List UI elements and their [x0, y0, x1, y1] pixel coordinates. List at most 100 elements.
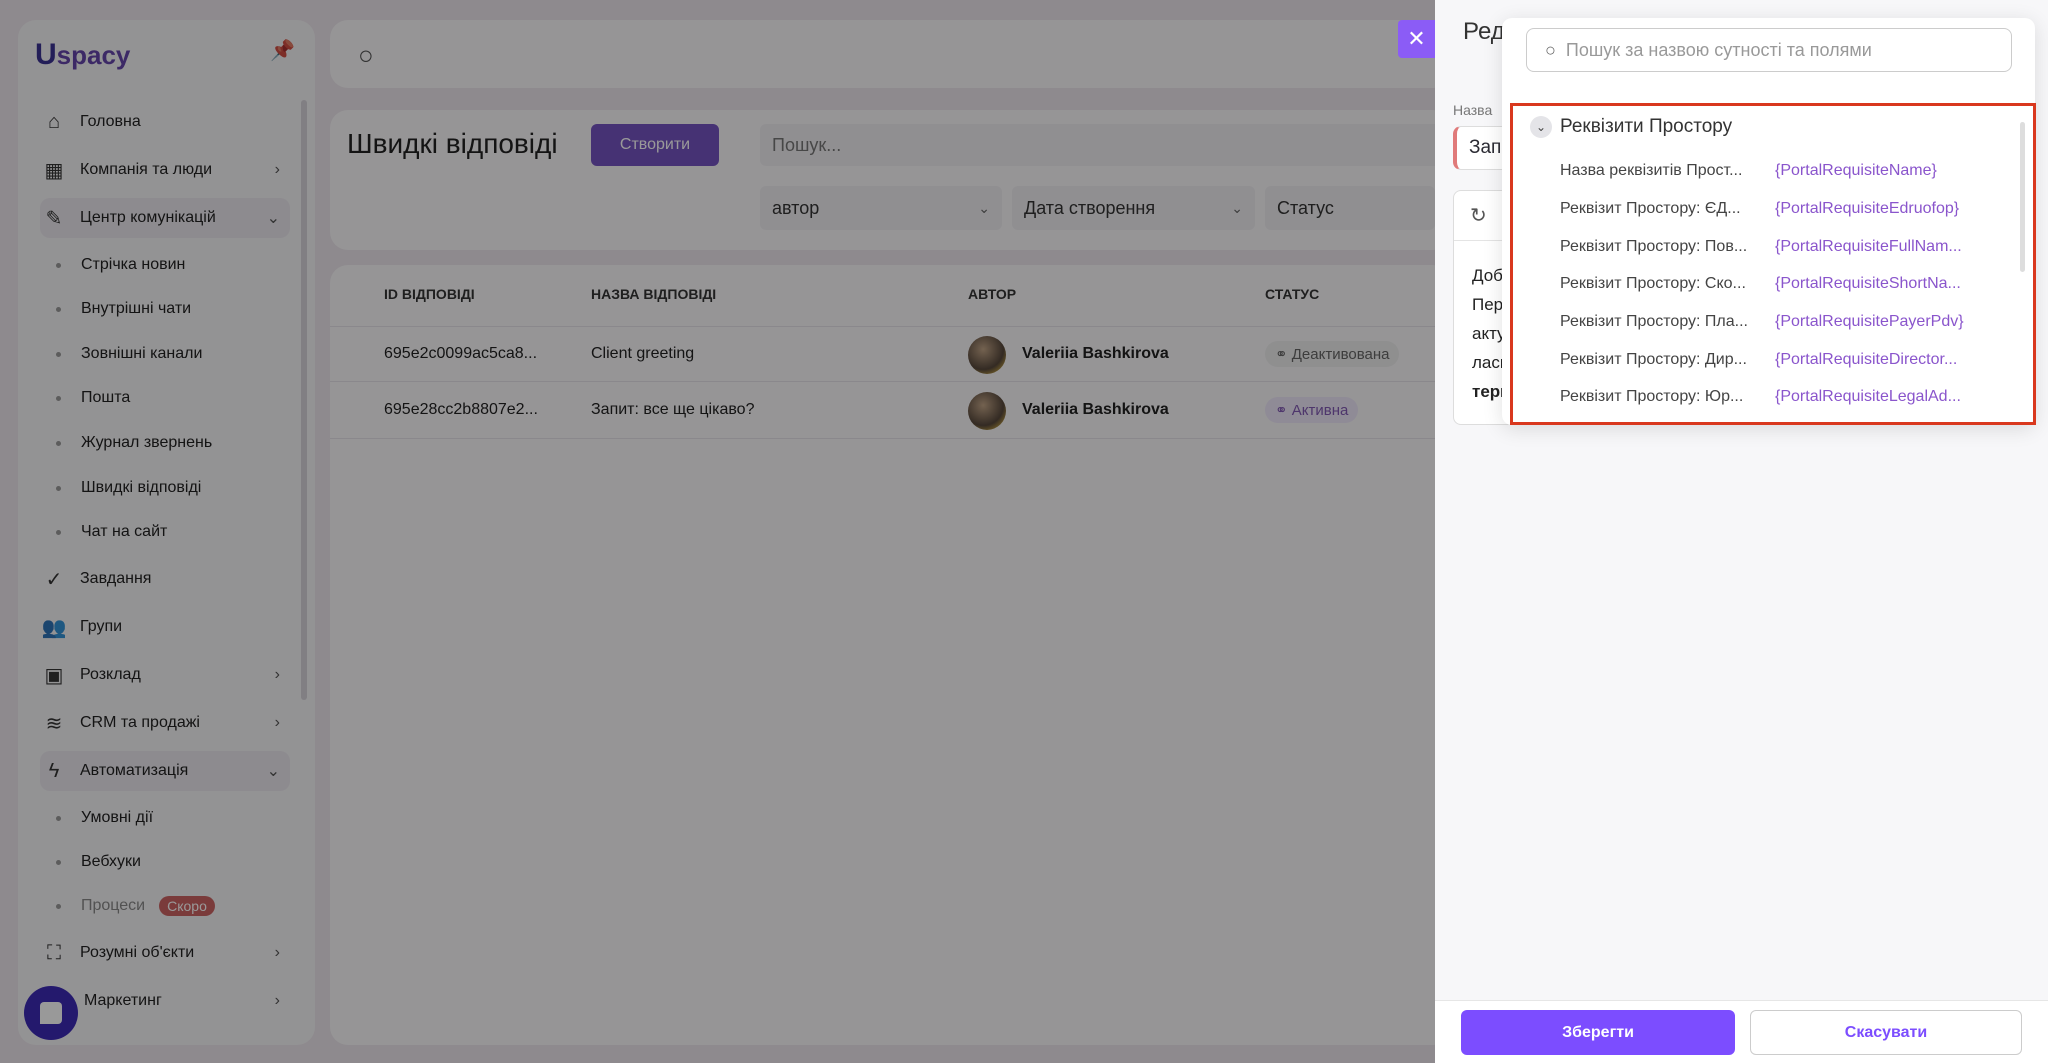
col-author[interactable]: АВТОР — [968, 286, 1017, 302]
global-search-icon[interactable]: ○ — [358, 40, 374, 70]
bullet — [56, 440, 61, 446]
date-filter[interactable]: Дата створення ⌄ — [1012, 186, 1255, 230]
support-chat-button[interactable] — [24, 986, 78, 1040]
pin-icon[interactable]: 📌 — [270, 40, 295, 62]
soon-badge: Скоро — [159, 896, 215, 916]
search-icon: ○ — [1545, 39, 1556, 60]
sidebar-item-groups[interactable]: 👥 Групи — [40, 607, 290, 647]
status-text: Активна — [1291, 402, 1349, 419]
popover-scrollbar[interactable] — [2020, 122, 2025, 272]
label: Внутрішні чати — [81, 300, 192, 317]
bullet — [56, 815, 61, 821]
label: Зовнішні канали — [81, 345, 203, 362]
item-var: {PortalRequisiteName} — [1775, 162, 1937, 179]
sidebar-item-home[interactable]: ⌂ Головна — [40, 102, 290, 142]
sidebar-item-webhooks[interactable]: Вебхуки — [56, 842, 306, 882]
sidebar-item-automation[interactable]: ϟ Автоматизація ⌄ — [40, 751, 290, 791]
sidebar-item-site-chat[interactable]: Чат на сайт — [56, 512, 306, 552]
sidebar-item-crm[interactable]: ≋ CRM та продажі › — [40, 703, 290, 743]
sidebar-item-company[interactable]: ▦ Компанія та люди › — [40, 150, 290, 190]
sidebar-item-news[interactable]: Стрічка новин — [56, 245, 306, 285]
sidebar-item-quick-replies[interactable]: Швидкі відповіді — [56, 468, 306, 508]
save-button[interactable]: Зберегти — [1461, 1010, 1735, 1055]
label: CRM та продажі — [80, 714, 200, 731]
cell-author: Valeriia Bashkirova — [1022, 401, 1169, 418]
line: ласк — [1472, 353, 1508, 372]
col-id[interactable]: ID ВІДПОВІДІ — [384, 286, 475, 302]
bullet — [56, 262, 61, 268]
variable-item[interactable]: Реквізит Простору: Ско... {PortalRequisit… — [1560, 269, 2020, 299]
status-filter[interactable]: Статус — [1265, 186, 1435, 230]
item-name: Реквізит Простору: Юр... — [1560, 388, 1744, 405]
label: Автоматизація — [80, 762, 189, 779]
label: Дата створення — [1024, 197, 1156, 218]
dimmed-background-page[interactable]: Uspacy 📌 ⌂ Головна ▦ Компанія та люди › ✎ Це… — [0, 0, 1435, 1063]
line: Пер — [1472, 295, 1504, 314]
author-filter[interactable]: автор ⌄ — [760, 186, 1002, 230]
sidebar-item-tasks[interactable]: ✓ Завдання — [40, 559, 290, 599]
variables-search-input[interactable]: ○ Пошук за назвою сутності та полями — [1526, 28, 2012, 72]
variable-item[interactable]: Реквізит Простору: ЄД... {PortalRequisite… — [1560, 194, 2020, 224]
sidebar-item-marketing[interactable]: Маркетинг › — [84, 981, 290, 1021]
avatar — [968, 392, 1006, 430]
chevron-down-icon[interactable]: ⌄ — [1530, 116, 1552, 138]
top-bar — [330, 20, 1435, 88]
label: Завдання — [80, 570, 152, 587]
close-drawer-button[interactable]: ✕ — [1398, 20, 1435, 58]
cell-name: Client greeting — [591, 345, 695, 362]
item-var: {PortalRequisiteEdruofop} — [1775, 200, 1960, 217]
label: Вебхуки — [81, 853, 141, 870]
group-header[interactable]: ⌄ Реквізити Простору — [1530, 116, 1732, 138]
variables-popover — [1502, 18, 2035, 425]
status-text: Деактивована — [1291, 346, 1390, 363]
sidebar-item-communications[interactable]: ✎ Центр комунікацій ⌄ — [40, 198, 290, 238]
label: Журнал звернень — [81, 434, 213, 451]
users-icon: 👥 — [41, 616, 67, 639]
calendar-icon: ▣ — [44, 664, 64, 687]
undo-icon[interactable]: ↻ — [1470, 205, 1487, 227]
sidebar-item-smart-objects[interactable]: ⛶ Розумні об'єкти › — [40, 933, 290, 973]
sidebar-item-mail[interactable]: Пошта — [56, 378, 306, 418]
col-status[interactable]: СТАТУС — [1265, 286, 1320, 302]
cell-id: 695e2c0099ac5ca8... — [384, 345, 538, 362]
logo[interactable]: Uspacy — [35, 38, 131, 71]
scan-icon: ⛶ — [47, 941, 61, 964]
label: Головна — [80, 113, 141, 130]
label: Швидкі відповіді — [81, 479, 202, 496]
cell-author: Valeriia Bashkirova — [1022, 345, 1169, 362]
item-name: Назва реквізитів Прост... — [1560, 162, 1743, 179]
cancel-button[interactable]: Скасувати — [1750, 1010, 2022, 1055]
sidebar-item-conditional-actions[interactable]: Умовні дії — [56, 798, 306, 838]
label: Компанія та люди — [80, 161, 213, 178]
check-circle-icon: ✓ — [45, 568, 63, 591]
sidebar-scrollbar[interactable] — [301, 100, 307, 700]
item-name: Реквізит Простору: Пов... — [1560, 238, 1748, 255]
create-button[interactable]: Створити — [591, 124, 719, 166]
group-label: Реквізити Простору — [1560, 116, 1733, 137]
col-name[interactable]: НАЗВА ВІДПОВІДІ — [591, 286, 717, 302]
search-input[interactable]: Пошук... — [760, 124, 1435, 166]
sidebar-item-requests-log[interactable]: Журнал звернень — [56, 423, 306, 463]
variable-item[interactable]: Реквізит Простору: Пла... {PortalRequisit… — [1560, 307, 2020, 337]
name-label: Назва — [1453, 102, 1493, 118]
variable-item[interactable]: Назва реквізитів Прост... {PortalRequisit… — [1560, 156, 2020, 186]
bullet — [56, 859, 61, 865]
variable-item[interactable]: Реквізит Простору: Пов... {PortalRequisit… — [1560, 232, 2020, 262]
item-var: {PortalRequisiteShortNa... — [1775, 275, 1961, 292]
variable-item[interactable]: Реквізит Простору: Дир... {PortalRequisit… — [1560, 345, 2020, 375]
item-name: Реквізит Простору: Пла... — [1560, 313, 1748, 330]
item-var: {PortalRequisiteFullNam... — [1775, 238, 1962, 255]
avatar — [968, 336, 1006, 374]
sidebar-item-internal-chats[interactable]: Внутрішні чати — [56, 289, 306, 329]
table-row[interactable]: 695e2c0099ac5ca8... Client greeting Vale… — [330, 326, 1435, 382]
sidebar-item-schedule[interactable]: ▣ Розклад › — [40, 655, 290, 695]
bullet — [56, 903, 61, 909]
status-badge: ⚭ Деактивована — [1265, 341, 1400, 367]
table-row[interactable]: 695e28cc2b8807e2... Запит: все ще цікаво… — [330, 383, 1435, 439]
variable-item[interactable]: Реквізит Простору: Юр... {PortalRequisite… — [1560, 382, 2020, 412]
label: Центр комунікацій — [80, 209, 216, 226]
sidebar-item-external-channels[interactable]: Зовнішні канали — [56, 334, 306, 374]
chevron-down-icon: ⌄ — [978, 199, 990, 216]
table — [330, 265, 1435, 1045]
bullet — [56, 306, 61, 312]
